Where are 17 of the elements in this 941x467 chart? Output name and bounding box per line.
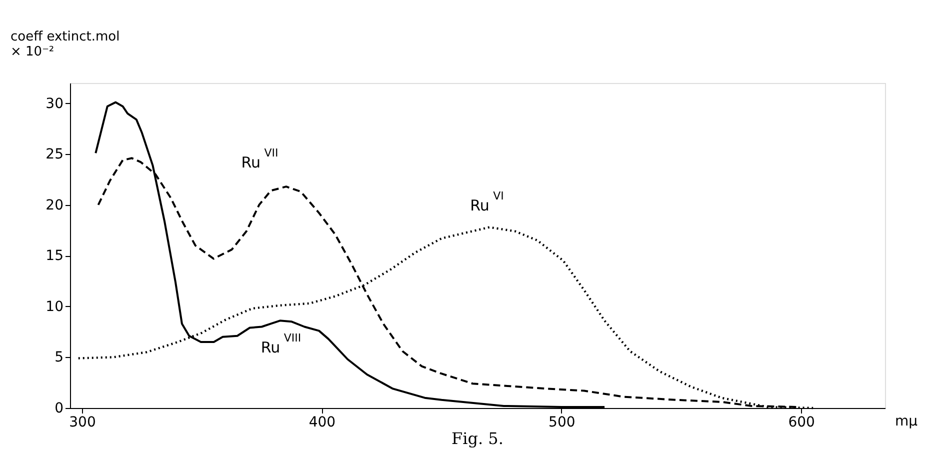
series-label: RuVIII — [260, 332, 302, 357]
y-tick-label: 20 — [46, 197, 64, 214]
y-tick-label: 15 — [46, 248, 64, 264]
caption: Fig. 5. — [452, 429, 504, 448]
series-label: RuVII — [241, 146, 278, 172]
y-tick-label: 5 — [54, 350, 64, 366]
x-tick-label: 400 — [308, 414, 336, 430]
y-tick-label: 0 — [54, 400, 64, 416]
y-axis-title: coeff extinct.mol × 10⁻² — [10, 30, 120, 60]
series-label: RuVI — [470, 189, 504, 214]
y-tick-label: 10 — [46, 298, 64, 315]
x-tick-label: 600 — [788, 414, 815, 430]
x-tick-label: 500 — [548, 414, 576, 430]
x-axis-title: mμ — [894, 414, 918, 430]
y-tick-label: 30 — [46, 96, 64, 112]
y-tick-label: 25 — [46, 146, 64, 163]
x-tick-label: 300 — [69, 414, 96, 430]
